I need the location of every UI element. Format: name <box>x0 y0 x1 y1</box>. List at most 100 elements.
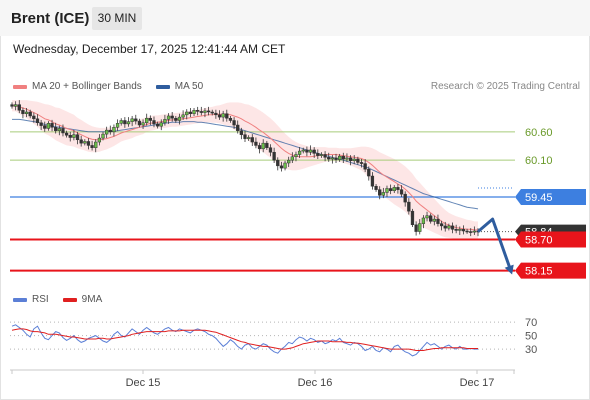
x-axis-label: Dec 16 <box>298 377 333 389</box>
candle <box>436 214 440 227</box>
candle <box>101 131 105 141</box>
candle <box>108 125 112 135</box>
candle <box>392 185 396 194</box>
candle <box>297 147 302 158</box>
candle <box>86 138 91 150</box>
candle <box>261 139 265 153</box>
candle <box>123 117 127 128</box>
candle <box>228 115 233 123</box>
legend-label-rsi: RSI <box>32 294 49 305</box>
candle <box>472 226 477 235</box>
price-levels <box>10 131 515 272</box>
candle <box>148 115 152 126</box>
candle <box>83 139 87 146</box>
legend-label-rsi-ma9: 9MA <box>81 294 103 305</box>
candle <box>272 147 276 163</box>
candle <box>276 157 280 171</box>
forecast-path <box>477 217 514 275</box>
resistance-label: 60.10 <box>525 155 553 167</box>
candle <box>90 140 94 151</box>
candle <box>334 153 338 163</box>
candle <box>367 166 371 181</box>
candle <box>119 118 123 126</box>
candle <box>250 134 254 146</box>
candle <box>170 112 174 122</box>
candle <box>192 108 196 116</box>
candle <box>294 151 298 162</box>
candle <box>348 155 353 166</box>
x-axis-label: Dec 15 <box>126 377 161 389</box>
candle <box>72 130 76 141</box>
candle <box>236 120 240 134</box>
candle <box>137 118 142 128</box>
candle <box>188 108 193 118</box>
candle <box>232 117 236 129</box>
candle <box>115 119 120 131</box>
pivot-tag <box>515 189 586 205</box>
support-tag <box>515 262 586 279</box>
timestamp: Wednesday, December 17, 2025 12:41:44 AM… <box>13 42 286 56</box>
support-tag-front <box>515 231 586 248</box>
candle <box>330 155 335 164</box>
candle <box>356 156 360 165</box>
main-legend: MA 20 + Bollinger Bands MA 50 <box>13 81 203 92</box>
candle <box>319 152 324 158</box>
rsi-legend: RSI 9MA <box>13 294 102 305</box>
candle <box>403 191 407 207</box>
candle <box>385 185 389 197</box>
candle <box>290 152 294 163</box>
bollinger-bands <box>12 100 478 239</box>
candle <box>283 160 287 171</box>
candle <box>214 109 218 119</box>
rsi-line <box>11 324 478 357</box>
x-axis: Dec 15 Dec 16 Dec 17 <box>10 369 515 389</box>
candle <box>112 124 116 137</box>
candle <box>469 228 473 237</box>
candle <box>54 122 58 134</box>
candle <box>163 114 167 126</box>
legend-swatch-rsi-ma9 <box>62 297 77 302</box>
candle <box>257 142 262 154</box>
candle <box>13 101 18 111</box>
candle <box>10 102 14 109</box>
candle <box>410 208 415 228</box>
candle <box>32 112 36 123</box>
timeframe-badge[interactable]: 30 MIN <box>92 7 142 30</box>
candle <box>39 119 43 131</box>
rsi-level-label: 30 <box>525 344 537 356</box>
forecast-arrow-head <box>504 264 514 275</box>
candle <box>312 147 316 158</box>
candle <box>305 146 309 157</box>
candle <box>359 159 364 168</box>
candle <box>177 113 182 125</box>
candle <box>21 107 25 119</box>
candle <box>414 221 418 236</box>
candle <box>79 135 83 147</box>
legend-label-ma50: MA 50 <box>174 81 204 92</box>
candle <box>381 187 385 199</box>
candle <box>105 126 109 139</box>
candle <box>407 198 411 215</box>
candle <box>24 108 29 118</box>
candle <box>159 119 163 131</box>
bollinger-band-area <box>12 100 478 239</box>
candle <box>421 215 426 229</box>
candle <box>316 149 320 160</box>
candle <box>254 137 258 149</box>
candle <box>35 114 40 126</box>
candle <box>388 184 393 195</box>
legend-swatch-ma20 <box>13 84 27 89</box>
forecast-arrow-path <box>477 217 513 272</box>
candle <box>203 108 207 118</box>
candle <box>239 127 244 140</box>
candle <box>50 119 54 132</box>
pivot-label: 59.45 <box>525 192 553 204</box>
candle <box>126 117 131 127</box>
candle <box>454 224 458 234</box>
candle <box>287 156 291 167</box>
research-credit: Research © 2025 Trading Central <box>430 81 580 92</box>
candle <box>57 125 61 136</box>
candle <box>458 226 462 235</box>
